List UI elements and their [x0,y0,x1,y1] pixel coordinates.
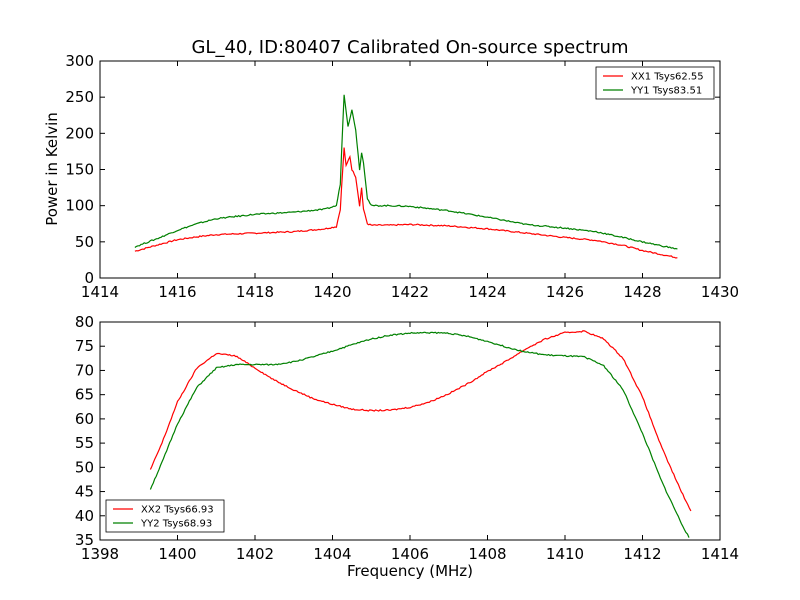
chart-title: GL_40, ID:80407 Calibrated On-source spe… [191,37,628,58]
x-tick-label: 1404 [313,545,351,563]
y-tick-label: 70 [75,361,94,379]
y-tick-label: 60 [75,410,94,428]
top-panel: 1414 1416 1418 1420 1422 1424 1426 1428 1430 0 50 1… [65,52,739,301]
series-line-2 [134,94,678,250]
series-line-1 [134,147,678,259]
y-tick-label: 300 [65,52,94,70]
y-tick-label: 100 [65,197,94,215]
x-tick-label: 1400 [158,545,196,563]
legend-box [595,66,715,100]
x-tick-label: 1414 [701,545,739,563]
y-tick-label: 80 [75,313,94,331]
x-tick-label: 1398 [81,545,119,563]
x-tick-label: 1426 [546,283,584,301]
legend-label: XX2 Tsys66.93 [141,505,214,516]
x-tick-label: 1406 [391,545,429,563]
x-tick-label: 1430 [701,283,739,301]
x-tick-label: 1412 [623,545,661,563]
x-tick-label: 1424 [468,283,506,301]
legend-label: YY2 Tsys68.93 [140,519,212,530]
y-tick-label: 250 [65,88,94,106]
x-tick-label: 1420 [313,283,351,301]
legend-label: YY1 Tsys83.51 [630,86,702,97]
x-tick-label: 1422 [391,283,429,301]
y-tick-label: 75 [75,337,94,355]
x-tick-label: 1416 [158,283,196,301]
legend-box [105,499,225,533]
x-tick-label: 1402 [236,545,274,563]
y-tick-label: 55 [75,434,94,452]
x-tick-label: 1428 [623,283,661,301]
y-tick-label: 65 [75,386,94,404]
bottom-panel: 1398 1400 1402 1404 1406 1408 1410 1412 1414 35 40… [75,313,739,563]
y-tick-label: 200 [65,124,94,142]
x-tick-label: 1408 [468,545,506,563]
y-tick-label: 35 [75,531,94,549]
x-tick-label: 1414 [81,283,119,301]
series-line-2 [149,331,690,538]
x-axis-title: Frequency (MHz) [347,562,473,580]
series-line-1 [149,330,692,512]
y-tick-label: 45 [75,483,94,501]
legend-label: XX1 Tsys62.55 [631,72,704,83]
y-tick-label: 150 [65,161,94,179]
top-y-axis-title: Power in Kelvin [43,112,61,226]
y-tick-label: 50 [75,458,94,476]
x-tick-label: 1418 [236,283,274,301]
y-tick-label: 0 [84,269,94,287]
x-tick-label: 1410 [546,545,584,563]
y-tick-label: 40 [75,507,94,525]
y-tick-label: 50 [75,233,94,251]
